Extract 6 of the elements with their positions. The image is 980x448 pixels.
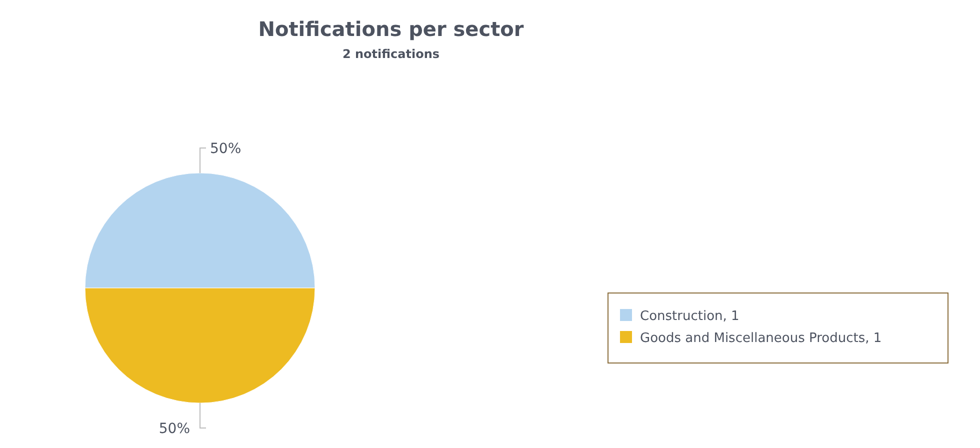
data-label: 50% <box>158 421 190 437</box>
legend-label: Goods and Miscellaneous Products, 1 <box>640 331 882 346</box>
chart-title: Notifications per sector <box>258 17 524 41</box>
chart-subtitle: 2 notifications <box>342 47 440 61</box>
data-label: 50% <box>210 141 242 157</box>
legend-label: Construction, 1 <box>640 309 740 324</box>
